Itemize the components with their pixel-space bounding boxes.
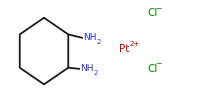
- Text: −: −: [155, 59, 161, 68]
- Text: NH: NH: [80, 64, 94, 73]
- Text: −: −: [155, 4, 161, 13]
- Text: NH: NH: [83, 33, 96, 42]
- Text: 2: 2: [94, 70, 98, 76]
- Text: Cl: Cl: [147, 64, 157, 74]
- Text: Pt: Pt: [119, 44, 129, 54]
- Text: Cl: Cl: [147, 8, 157, 18]
- Text: 2: 2: [97, 39, 101, 45]
- Text: 2+: 2+: [129, 41, 140, 47]
